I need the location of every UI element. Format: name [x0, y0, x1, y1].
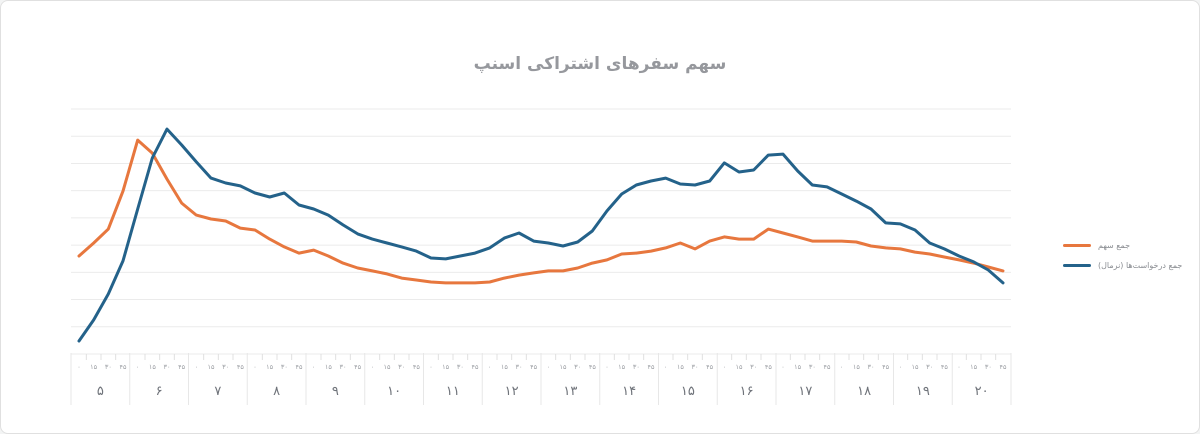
x-axis-hour-label: ۱۹ [916, 384, 930, 399]
x-axis-minor-label: ۴۵ [178, 363, 185, 371]
x-axis-minor-label: ۱۵ [442, 363, 449, 371]
x-axis-minor-label: ۱۵ [501, 363, 508, 371]
series-line-blue [77, 127, 1005, 343]
x-axis-minor-label: ۳۰ [574, 363, 581, 371]
x-axis-minor-label: ۳۰ [164, 363, 171, 371]
x-axis-minor-label: ۰ [371, 363, 375, 371]
x-axis-minor-label: ۰ [195, 363, 199, 371]
x-axis-hour-label: ۹ [332, 384, 339, 399]
x-axis-minor-label: ۱۵ [325, 363, 332, 371]
x-axis-minor-label: ۱۵ [560, 363, 567, 371]
legend-label: جمع درخواست‌ها (نرمال) [1098, 261, 1183, 270]
legend-line-blue [1063, 264, 1091, 267]
x-axis-minor-label: ۴۵ [354, 363, 361, 371]
x-axis-minor-label: ۱۵ [149, 363, 156, 371]
x-axis-minor-label: ۰ [547, 363, 551, 371]
x-axis-minor-label: ۳۰ [692, 363, 699, 371]
x-axis-minor-label: ۴۵ [648, 363, 655, 371]
x-axis-minor-label: ۱۵ [853, 363, 860, 371]
x-axis-minor-label: ۳۰ [985, 363, 992, 371]
x-axis-minor-label: ۳۰ [281, 363, 288, 371]
x-axis-hour-label: ۱۲ [505, 384, 519, 399]
x-axis-minor-label: ۴۵ [296, 363, 303, 371]
x-axis-minor-label: ۰ [840, 363, 844, 371]
x-axis-minor-label: ۰ [77, 363, 81, 371]
legend-line-orange [1063, 244, 1091, 247]
legend-label: جمع سهم [1098, 241, 1131, 250]
x-axis-minor-label: ۰ [723, 363, 727, 371]
x-axis-minor-label: ۰ [488, 363, 492, 371]
x-axis-minor-label: ۳۰ [222, 363, 229, 371]
x-axis-minor-label: ۳۰ [809, 363, 816, 371]
x-axis-hour-label: ۱۴ [622, 384, 636, 399]
x-axis-hour-label: ۲۰ [975, 384, 989, 399]
x-axis-minor-label: ۴۵ [237, 363, 244, 371]
x-axis-minor-label: ۰ [605, 363, 609, 371]
x-axis-minor-label: ۰ [899, 363, 903, 371]
x-axis-minor-label: ۱۵ [208, 363, 215, 371]
x-axis-minor-label: ۱۵ [266, 363, 273, 371]
x-axis-hour-label: ۱۱ [446, 384, 460, 399]
series-line-orange [77, 138, 1005, 285]
x-axis-minor-label: ۳۰ [340, 363, 347, 371]
x-axis-minor-label: ۱۵ [912, 363, 919, 371]
x-axis-hour-label: ۱۳ [563, 384, 577, 399]
chart-legend: جمع سهم جمع درخواست‌ها (نرمال) [1063, 241, 1182, 270]
x-axis-hour-label: ۵ [97, 384, 104, 399]
x-axis-hour-label: ۸ [273, 384, 280, 399]
x-axis-minor-label: ۰ [781, 363, 785, 371]
x-axis-minor-label: ۱۵ [384, 363, 391, 371]
x-axis-minor-label: ۴۵ [120, 363, 127, 371]
x-axis-minor-label: ۳۰ [105, 363, 112, 371]
chart-title: سهم سفرهای اشتراکی اسنپ [473, 54, 727, 74]
x-axis-minor-label: ۰ [664, 363, 668, 371]
x-axis-hour-label: ۱۵ [681, 384, 695, 399]
x-axis-minor-label: ۴۵ [1000, 363, 1007, 371]
x-axis-minor-label: ۰ [253, 363, 257, 371]
x-axis-minor-label: ۳۰ [457, 363, 464, 371]
x-axis-hour-label: ۱۰ [387, 384, 401, 399]
x-axis-minor-label: ۱۵ [736, 363, 743, 371]
x-axis-minor-label: ۱۵ [677, 363, 684, 371]
x-axis-minor-label: ۳۰ [926, 363, 933, 371]
x-axis-hour-label: ۶ [156, 384, 163, 399]
x-axis-minor-label: ۰ [957, 363, 961, 371]
x-axis-minor-label: ۳۰ [398, 363, 405, 371]
x-axis-minor-label: ۴۵ [413, 363, 420, 371]
x-axis-minor-label: ۰ [429, 363, 433, 371]
x-axis-minor-label: ۰ [312, 363, 316, 371]
x-axis-minor-label: ۴۵ [706, 363, 713, 371]
legend-item-requests[interactable]: جمع درخواست‌ها (نرمال) [1063, 261, 1182, 270]
x-axis-hour-label: ۷ [214, 384, 221, 399]
x-axis-minor-label: ۴۵ [765, 363, 772, 371]
x-axis-minor-label: ۱۵ [794, 363, 801, 371]
x-axis-minor-label: ۳۰ [516, 363, 523, 371]
x-axis-minor-label: ۴۵ [472, 363, 479, 371]
x-axis-minor-label: ۴۵ [530, 363, 537, 371]
legend-item-share[interactable]: جمع سهم [1063, 241, 1182, 250]
x-axis-minor-label: ۱۵ [90, 363, 97, 371]
x-axis-minor-label: ۱۵ [970, 363, 977, 371]
x-axis-hour-label: ۱۸ [857, 384, 871, 399]
x-axis-hour-label: ۱۶ [740, 384, 754, 399]
x-axis-minor-label: ۴۵ [589, 363, 596, 371]
x-axis-minor-label: ۴۵ [941, 363, 948, 371]
x-axis-minor-label: ۰ [136, 363, 140, 371]
x-axis-minor-label: ۳۰ [750, 363, 757, 371]
x-axis-minor-label: ۴۵ [882, 363, 889, 371]
x-axis-minor-label: ۱۵ [618, 363, 625, 371]
x-axis-hour-label: ۱۷ [798, 384, 812, 399]
x-axis-minor-label: ۳۰ [633, 363, 640, 371]
x-axis-minor-label: ۴۵ [824, 363, 831, 371]
x-axis-minor-label: ۳۰ [868, 363, 875, 371]
